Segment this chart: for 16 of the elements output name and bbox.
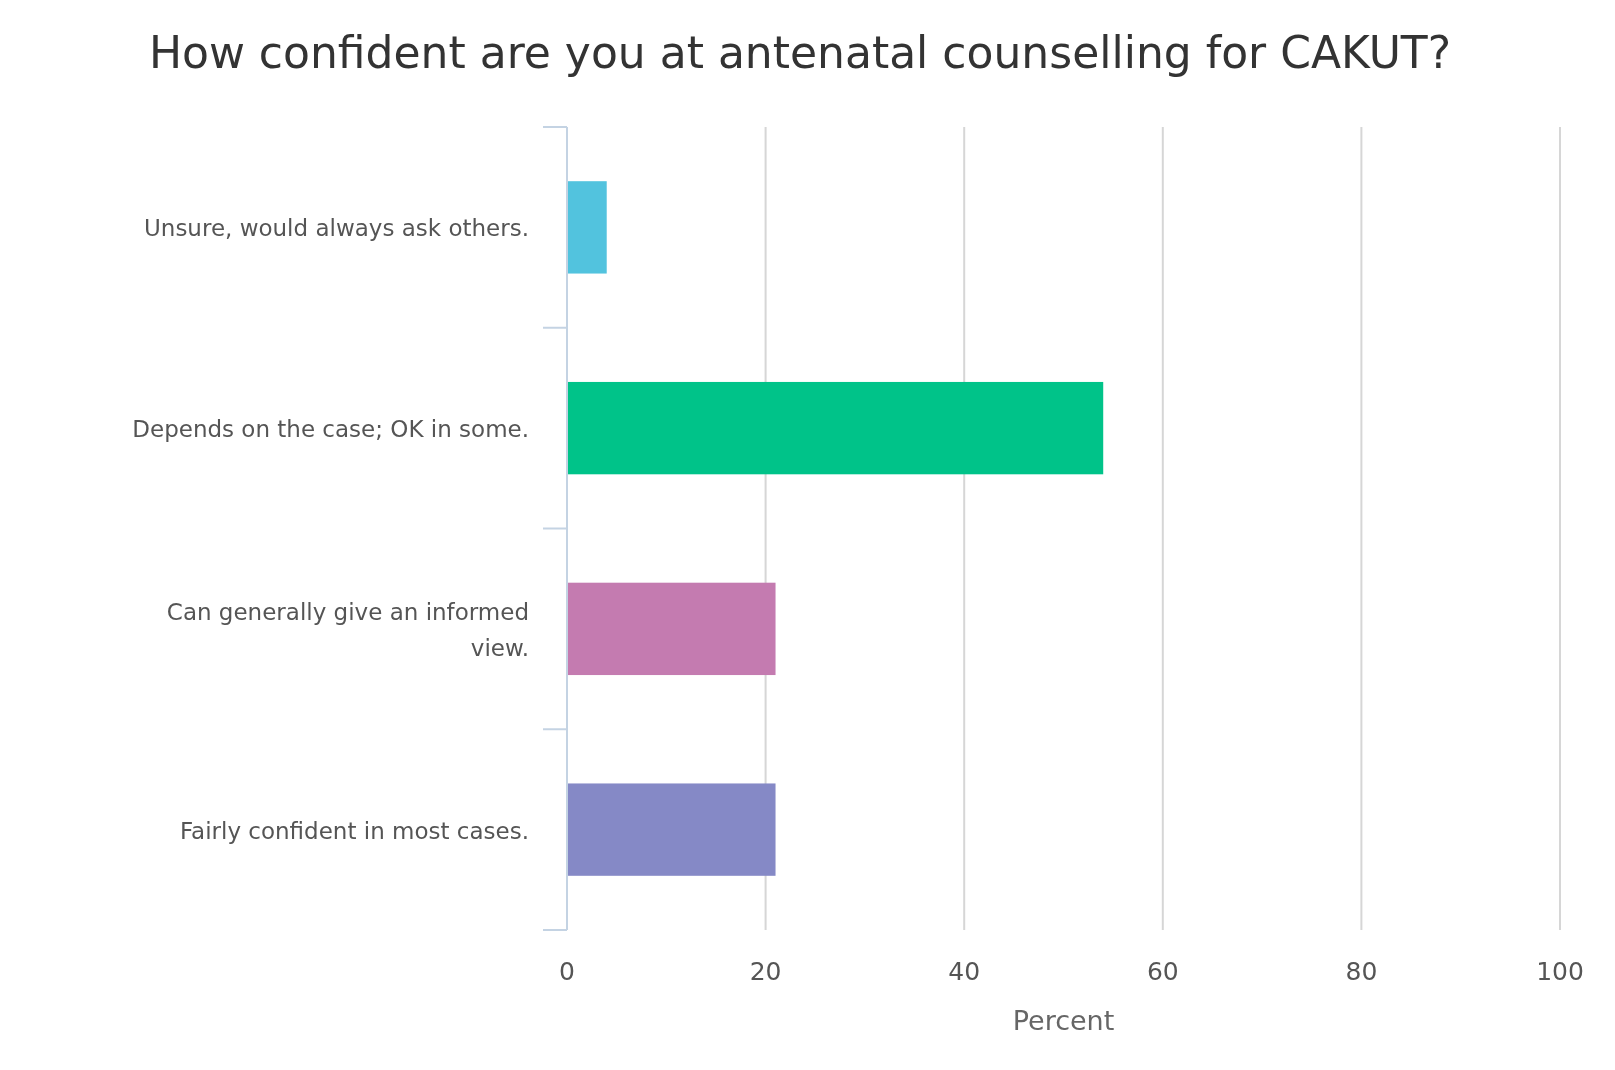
y-tick-label: Depends on the case; OK in some.	[132, 416, 529, 443]
y-tick-label: Unsure, would always ask others.	[143, 215, 529, 242]
x-tick-label: 60	[1146, 957, 1179, 986]
x-tick-label: 20	[749, 957, 782, 986]
bar	[567, 582, 776, 676]
bar	[567, 381, 1104, 475]
x-tick-label: 80	[1345, 957, 1378, 986]
y-tick-label: Can generally give an informed view.	[166, 598, 529, 661]
x-tick-label: 0	[559, 957, 575, 986]
x-axis-title: Percent	[1012, 1005, 1115, 1036]
bar	[567, 783, 776, 876]
x-tick-label: 40	[948, 957, 981, 986]
chart-title: How confident are you at antenatal counselling for CAKUT?	[148, 27, 1452, 78]
y-tick-label: Fairly confident in most cases.	[179, 817, 529, 844]
bar	[567, 181, 607, 274]
x-tick-label: 100	[1536, 957, 1584, 986]
